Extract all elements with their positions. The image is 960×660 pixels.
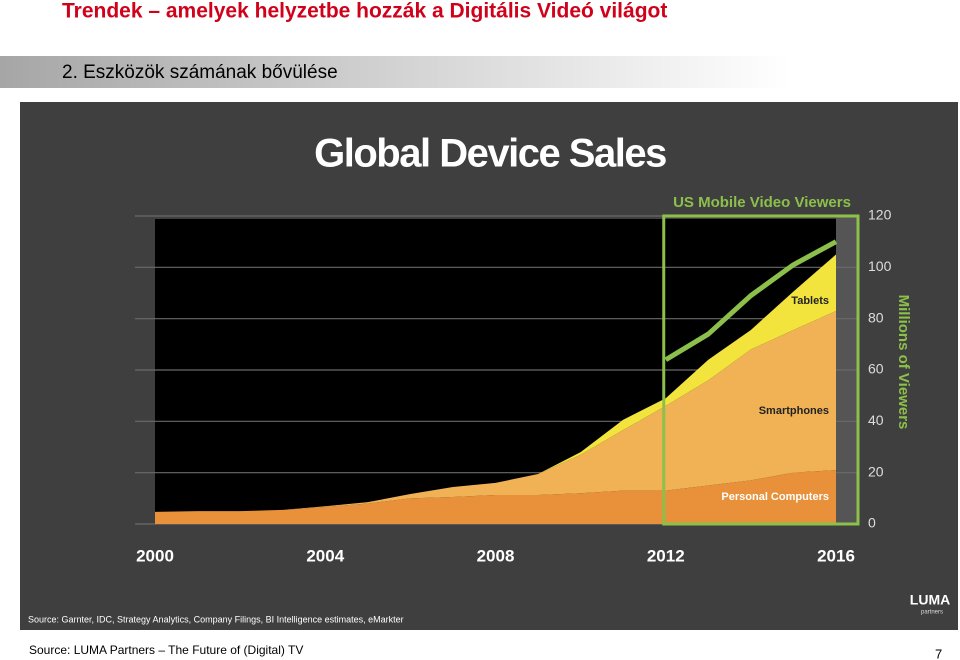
y-tick-label: 80 (868, 309, 884, 325)
chart: 0 20 40 60 80 100 120 Millions of Viewers 2000 20… (135, 194, 912, 565)
x-tick-label: 2000 (136, 546, 174, 565)
line (664, 239, 838, 362)
y-tick-label: 0 (868, 515, 876, 531)
chart-source: Source: Garnter, IDC, Strategy Analytics… (28, 614, 404, 624)
x-tick-label: 2004 (306, 546, 344, 565)
y-tick-label: 120 (868, 207, 892, 223)
highlight-box (662, 214, 860, 526)
slide-subtitle: 2. Eszközök számának bővülése (62, 62, 338, 83)
slide-title: Trendek – amelyek helyzetbe hozzák a Dig… (62, 0, 667, 23)
y-axis-label: Millions of Viewers (895, 295, 912, 430)
subtitle-bar (0, 56, 790, 88)
area (155, 254, 836, 512)
series-label: Smartphones (759, 405, 829, 417)
area (155, 470, 836, 524)
y-tick-label: 100 (868, 258, 892, 274)
y-tick-label: 60 (868, 361, 884, 377)
area (155, 310, 836, 512)
series-label: US Mobile Video Viewers (673, 194, 851, 211)
y-tick-label: 40 (868, 412, 884, 428)
x-tick-label: 2008 (477, 546, 515, 565)
chart-title: Global Device Sales (314, 132, 666, 176)
page-number: 7 (935, 646, 942, 660)
series-label: Personal Computers (721, 491, 829, 503)
y-tick-label: 20 (868, 463, 884, 479)
logo: LUMA (910, 592, 950, 608)
x-tick-label: 2016 (817, 546, 855, 565)
logo-sub: partners (921, 610, 943, 616)
x-tick-label: 2012 (647, 546, 685, 565)
series-label: Tablets (791, 295, 829, 307)
footer-source: Source: LUMA Partners – The Future of (D… (29, 643, 303, 657)
